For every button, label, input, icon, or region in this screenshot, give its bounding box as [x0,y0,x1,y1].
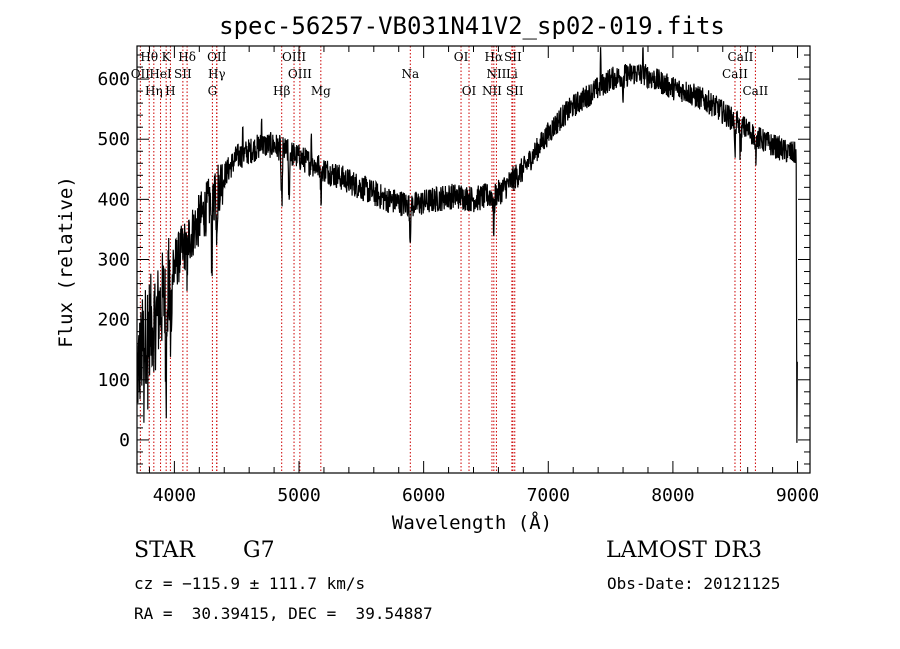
spectral-line-label: Hδ [178,50,196,64]
y-tick-label: 300 [97,250,130,271]
y-axis-label: Flux (relative) [55,176,77,348]
spectral-line-markers [139,46,756,473]
spectral-line-label: OIII [288,67,312,81]
x-axis-label: Wavelength (Å) [392,511,552,534]
y-tick-label: 400 [97,189,130,210]
coordinates: RA = 30.39415, DEC = 39.54887 [134,604,433,623]
y-tick-label: 200 [97,310,130,331]
spectral-line-label: SII [504,50,522,64]
y-tick-label: 0 [119,430,130,451]
spectral-line-label: CaII [722,67,748,81]
x-tick-label: 7000 [527,485,570,506]
spectral-line-label: OII [207,50,227,64]
spectral-line-label: CaII [728,50,754,64]
spectral-line-label: Mg [311,84,331,98]
spectral-line-label: NII [486,67,506,81]
spectral-line-label: Hγ [208,67,226,81]
spectral-line-label: Hη [145,84,163,98]
spectral-line-label: K [162,50,172,64]
spectral-line-label: Na [401,67,419,81]
spectral-line-label: HeI [149,67,172,81]
spectral-line-label: OI [454,50,469,64]
spectral-line-label: SII [174,67,192,81]
spectral-line-label: G [208,84,218,98]
spectral-line-label: H [165,84,175,98]
velocity-readout: cz = −115.9 ± 111.7 km/s [134,574,366,593]
x-tick-label: 6000 [402,485,445,506]
chart-title: spec-56257-VB031N41V2_sp02-019.fits [219,12,725,40]
spectrum-line [136,47,798,443]
spectral-line-label: Hα [485,50,504,64]
y-tick-label: 600 [97,69,130,90]
x-tick-label: 4000 [153,485,196,506]
spectral-line-label: OI [462,84,477,98]
x-tick-label: 8000 [651,485,694,506]
spectral-line-label: Hθ [140,50,158,64]
object-class: STAR [134,538,195,563]
y-tick-label: 500 [97,129,130,150]
spectral-line-label: Hβ [273,84,290,98]
obs-date: Obs-Date: 20121125 [607,574,781,593]
spectral-line-label: CaII [742,84,768,98]
y-tick-label: 100 [97,370,130,391]
x-tick-label: 5000 [277,485,320,506]
spectral-line-label: NII [482,84,502,98]
spectral-line-label: Li [506,67,518,81]
survey-name: LAMOST DR3 [606,538,762,563]
spectral-line-label: SII [506,84,524,98]
axis-ticks: 4000 5000 6000 7000 8000 9000 0 100 200 300 400 500… [97,46,819,506]
spectral-line-label: OII [131,67,151,81]
x-tick-label: 9000 [776,485,819,506]
object-subclass: G7 [243,538,275,563]
spectral-line-label: OIII [282,50,306,64]
